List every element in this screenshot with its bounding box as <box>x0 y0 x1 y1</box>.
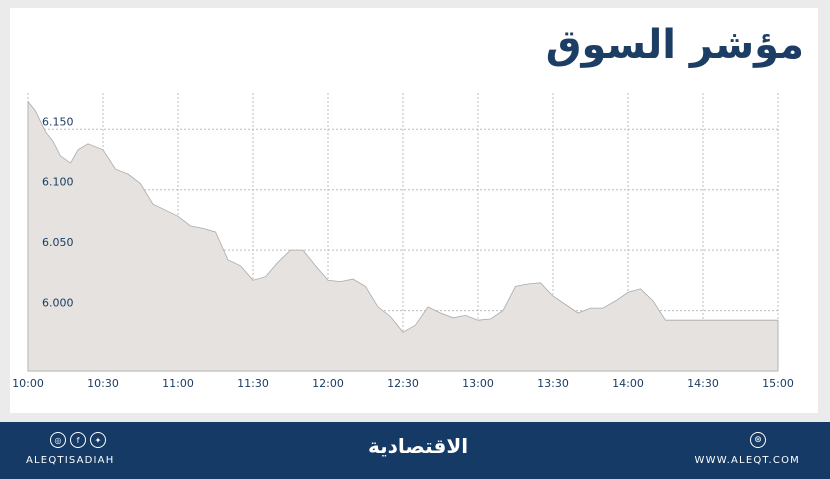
globe-icon: ⊛ <box>750 432 766 448</box>
x-tick-label: 12:30 <box>387 377 419 390</box>
x-tick-label: 12:00 <box>312 377 344 390</box>
facebook-icon[interactable]: f <box>70 432 86 448</box>
y-axis-labels: 6.150 6.100 6.050 6.000 <box>42 115 74 309</box>
brand-logo-text: الاقتصادية <box>368 434 469 458</box>
line-chart: 6.150 6.100 6.050 6.000 10:00 10:30 11:00 11:3… <box>12 93 794 390</box>
x-tick-label: 14:30 <box>687 377 719 390</box>
x-tick-label: 11:30 <box>237 377 269 390</box>
x-tick-label: 10:30 <box>87 377 119 390</box>
x-tick-label: 10:00 <box>12 377 44 390</box>
x-tick-label: 14:00 <box>612 377 644 390</box>
social-handle: ALEQTISADIAH <box>26 455 115 466</box>
y-tick-label: 6.100 <box>42 176 74 189</box>
chart-title: مؤشر السوق <box>545 22 804 68</box>
footer-bar: ◎ f ✦ ALEQTISADIAH الاقتصادية ⊛ WWW.ALEQ… <box>0 422 830 479</box>
instagram-icon[interactable]: ◎ <box>50 432 66 448</box>
x-axis-labels: 10:00 10:30 11:00 11:30 12:00 12:30 13:00 13:30… <box>12 377 794 390</box>
x-tick-label: 13:00 <box>462 377 494 390</box>
y-tick-label: 6.150 <box>42 115 74 128</box>
twitter-icon[interactable]: ✦ <box>90 432 106 448</box>
index-area <box>27 100 779 372</box>
x-tick-label: 13:30 <box>537 377 569 390</box>
website-link[interactable]: WWW.ALEQT.COM <box>694 455 800 466</box>
y-tick-label: 6.000 <box>42 297 74 310</box>
social-icons: ◎ f ✦ <box>50 432 106 448</box>
x-tick-label: 15:00 <box>762 377 794 390</box>
x-tick-label: 11:00 <box>162 377 194 390</box>
y-tick-label: 6.050 <box>42 236 74 249</box>
